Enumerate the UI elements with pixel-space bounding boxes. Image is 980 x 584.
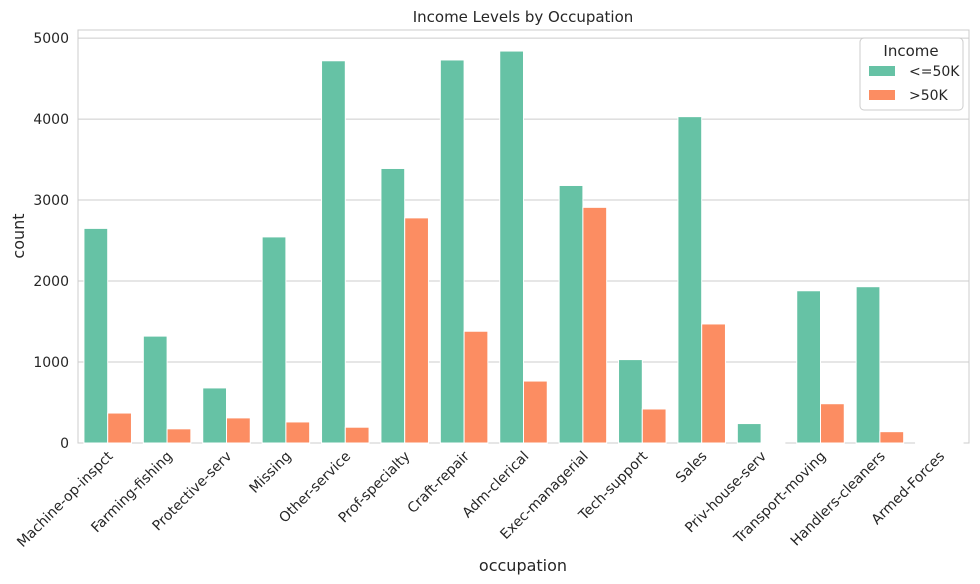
bar-1-3 — [285, 421, 311, 444]
bar-1-4 — [344, 426, 370, 444]
bar-1-0 — [107, 412, 132, 444]
bar-1-7 — [523, 380, 548, 444]
bar-0-12 — [796, 290, 821, 444]
bar-1-12 — [820, 403, 845, 444]
bar-1-5 — [404, 217, 429, 444]
bar-0-6 — [439, 59, 465, 444]
legend-swatch-1 — [869, 90, 895, 100]
x-tick-label-10: Sales — [673, 449, 711, 487]
x-tick-label-0: Machine-op-inspct — [14, 448, 117, 551]
y-axis-ticks: 0 1000 2000 3000 4000 5000 — [33, 31, 69, 452]
bar-0-9 — [618, 359, 643, 444]
legend-label-1: >50K — [909, 88, 949, 104]
bar-0-4 — [321, 60, 346, 444]
bar-0-10 — [677, 116, 703, 444]
y-tick-label-2: 2000 — [33, 274, 69, 290]
bar-1-6 — [463, 330, 489, 444]
bar-0-11 — [736, 423, 762, 444]
bar-1-9 — [641, 408, 667, 444]
y-tick-label-1: 1000 — [33, 355, 69, 371]
bar-0-8 — [558, 184, 584, 444]
y-tick-label-0: 0 — [60, 436, 69, 452]
chart-title: Income Levels by Occupation — [413, 8, 634, 26]
y-axis-title: count — [9, 213, 28, 258]
legend-label-0: <=50K — [909, 64, 960, 80]
bar-0-13 — [855, 286, 881, 444]
bar-0-7 — [499, 50, 524, 444]
x-axis-ticks: Machine-op-inspctFarming-fishingProtecti… — [14, 448, 948, 551]
x-axis-title: occupation — [479, 556, 567, 575]
bar-1-13 — [879, 431, 905, 444]
bar-0-1 — [142, 335, 168, 444]
bar-0-3 — [261, 236, 287, 444]
bars — [83, 50, 964, 444]
bar-0-5 — [380, 167, 406, 444]
y-tick-label-4: 4000 — [33, 112, 69, 128]
bar-1-2 — [226, 417, 251, 444]
bar-1-1 — [166, 428, 192, 444]
bar-0-2 — [202, 387, 228, 444]
bar-1-10 — [701, 323, 726, 444]
bar-0-14 — [915, 441, 940, 444]
y-tick-label-3: 3000 — [33, 193, 69, 209]
x-tick-label-3: Missing — [246, 449, 294, 497]
y-tick-label-5: 5000 — [33, 31, 69, 47]
legend-swatch-0 — [869, 66, 895, 76]
bar-0-0 — [83, 227, 109, 444]
legend-title: Income — [883, 42, 938, 60]
bar-1-8 — [582, 206, 608, 444]
legend: Income <=50K >50K — [859, 37, 964, 111]
